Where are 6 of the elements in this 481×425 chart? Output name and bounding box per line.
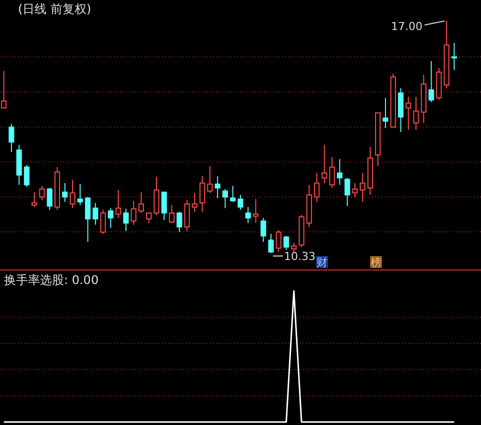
- text: 榜: [370, 256, 382, 269]
- chart-title: (日线 前复权): [18, 2, 92, 16]
- annotation: 17.00: [391, 20, 423, 33]
- annotation: 10.33: [284, 250, 316, 263]
- text: 财: [316, 256, 328, 269]
- chart-title: 换手率选股: 0.00: [4, 273, 99, 287]
